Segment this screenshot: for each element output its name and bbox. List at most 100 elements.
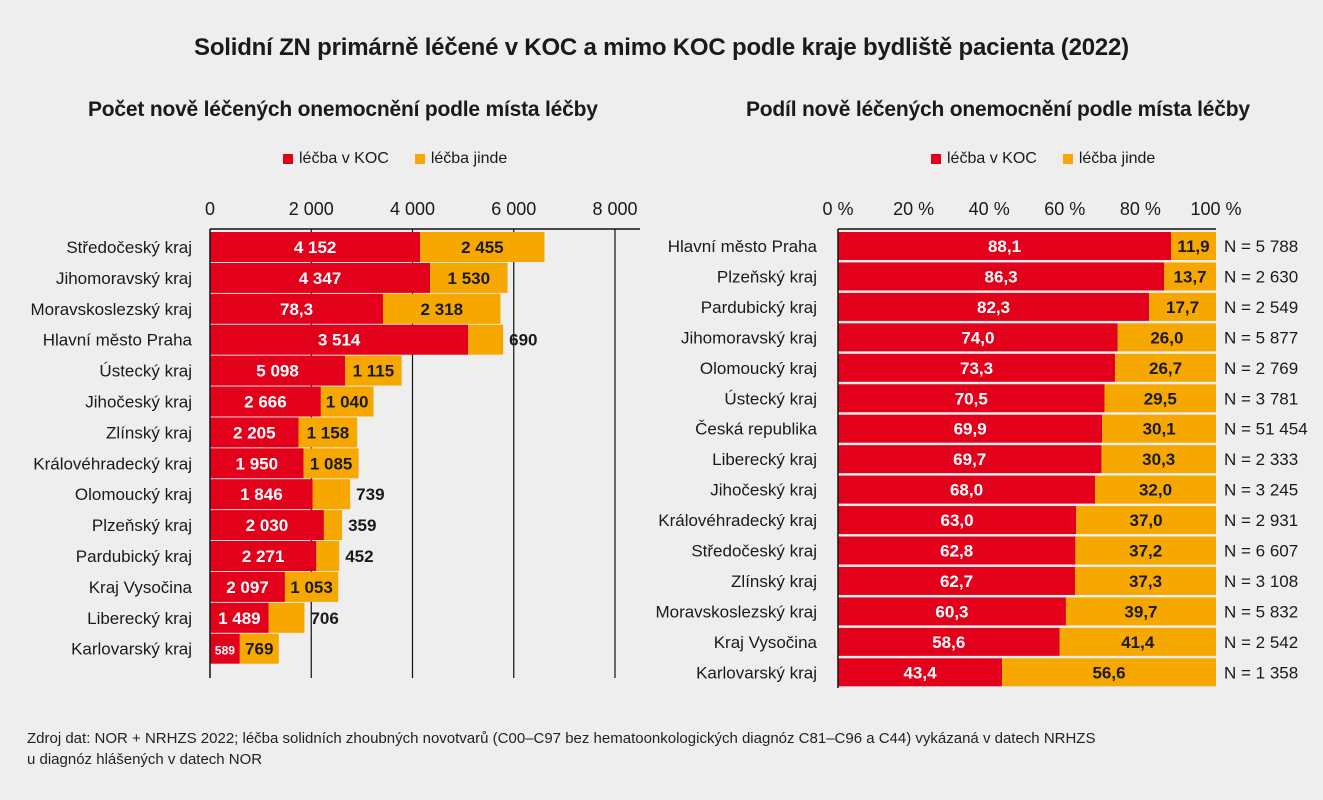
x-tick-label: 20 % <box>893 199 934 219</box>
data-label-jinde: 29,5 <box>1144 389 1177 408</box>
legend-swatch-jinde <box>414 154 425 164</box>
data-label-koc: 88,1 <box>988 237 1021 256</box>
bar-jinde <box>268 602 305 633</box>
bar-jinde <box>239 633 279 664</box>
bar-jinde <box>345 355 402 386</box>
bar-jinde <box>1065 597 1216 626</box>
data-label-jinde: 1 115 <box>353 362 395 381</box>
data-label-jinde: 13,7 <box>1174 267 1207 286</box>
category-label: Středočeský kraj <box>691 542 817 561</box>
bar-jinde <box>1059 627 1216 656</box>
data-label-jinde: 739 <box>356 485 384 504</box>
category-label: Kraj Vysočina <box>89 578 193 597</box>
data-label-koc: 1 489 <box>218 609 261 628</box>
total-label: N = 5 832 <box>1224 602 1298 621</box>
bar-jinde <box>1075 536 1216 565</box>
category-label: Plzeňský kraj <box>92 516 192 535</box>
data-label-jinde: 706 <box>310 609 338 628</box>
data-label-koc: 2 097 <box>226 578 269 597</box>
data-label-koc: 69,9 <box>954 420 987 439</box>
category-label: Kraj Vysočina <box>714 633 818 652</box>
data-label-jinde: 1 053 <box>290 578 333 597</box>
bar-koc <box>838 445 1102 474</box>
category-label: Jihomoravský kraj <box>681 328 817 347</box>
data-label-jinde: 2 318 <box>421 300 464 319</box>
category-label: Karlovarský kraj <box>696 663 817 682</box>
data-label-jinde: 30,3 <box>1142 450 1175 469</box>
total-label: N = 3 245 <box>1224 481 1298 500</box>
bar-koc <box>838 536 1076 565</box>
bar-jinde <box>1075 566 1216 595</box>
data-label-jinde: 1 085 <box>310 454 353 473</box>
bar-jinde <box>1117 323 1216 352</box>
category-label: Olomoucký kraj <box>700 359 817 378</box>
bar-koc <box>210 448 304 479</box>
legend-item-koc: léčba v KOC <box>931 150 1037 168</box>
x-tick-label: 0 <box>205 199 215 219</box>
total-label: N = 2 769 <box>1224 359 1298 378</box>
data-label-koc: 63,0 <box>941 511 974 530</box>
chart-title: Solidní ZN primárně léčené v KOC a mimo … <box>194 34 1129 61</box>
data-label-koc: 60,3 <box>935 602 968 621</box>
bar-koc <box>838 627 1060 656</box>
data-label-koc: 4 152 <box>294 238 337 257</box>
x-tick-label: 6 000 <box>491 199 536 219</box>
data-label-koc: 5 098 <box>256 362 299 381</box>
category-label: Královéhradecký kraj <box>658 511 817 530</box>
category-label: Hlavní město Praha <box>43 331 193 350</box>
left-chart-subtitle: Počet nově léčených onemocnění podle mís… <box>88 98 598 121</box>
data-label-jinde: 26,7 <box>1149 359 1182 378</box>
data-label-jinde: 2 455 <box>461 238 504 257</box>
data-label-koc: 1 846 <box>240 485 283 504</box>
total-label: N = 5 877 <box>1224 328 1298 347</box>
total-label: N = 51 454 <box>1224 420 1308 439</box>
bar-koc <box>838 262 1165 291</box>
bar-koc <box>838 506 1077 535</box>
bar-jinde <box>1101 445 1216 474</box>
data-label-jinde: 769 <box>245 640 273 659</box>
bar-koc <box>210 293 384 324</box>
bar-koc <box>838 292 1150 321</box>
bar-jinde <box>316 541 340 571</box>
x-tick-label: 4 000 <box>390 199 435 219</box>
bar-koc <box>210 386 321 417</box>
legend-item-koc: léčba v KOC <box>283 150 389 168</box>
bar-jinde <box>1149 292 1216 321</box>
data-label-koc: 1 950 <box>236 454 279 473</box>
category-label: Ústecký kraj <box>724 389 817 408</box>
data-label-koc: 86,3 <box>985 267 1018 286</box>
footnote-line-2: u diagnóz hlášených v datech NOR <box>27 751 263 768</box>
bar-jinde <box>1102 414 1216 443</box>
data-label-koc: 58,6 <box>932 633 965 652</box>
data-label-koc: 4 347 <box>299 269 342 288</box>
bar-koc <box>210 417 299 448</box>
category-label: Hlavní město Praha <box>668 237 818 256</box>
bar-koc <box>210 232 421 262</box>
bar-jinde <box>1164 262 1216 291</box>
bar-jinde <box>468 324 504 355</box>
data-label-jinde: 1 040 <box>326 393 369 412</box>
data-label-jinde: 11,9 <box>1177 237 1209 256</box>
data-label-jinde: 1 530 <box>448 269 491 288</box>
right-chart-subtitle: Podíl nově léčených onemocnění podle mís… <box>746 98 1250 121</box>
data-label-koc: 3 514 <box>318 331 361 350</box>
data-label-koc: 2 666 <box>244 393 287 412</box>
x-tick-label: 8 000 <box>592 199 637 219</box>
legend-label-koc: léčba v KOC <box>299 150 389 167</box>
bar-koc <box>838 384 1105 413</box>
bar-jinde <box>298 417 358 448</box>
bar-jinde <box>284 571 339 602</box>
data-label-jinde: 26,0 <box>1150 328 1183 347</box>
bar-koc <box>210 571 285 602</box>
bar-koc <box>210 355 346 386</box>
data-label-koc: 69,7 <box>953 450 986 469</box>
total-label: N = 3 108 <box>1224 572 1298 591</box>
category-label: Karlovarský kraj <box>71 640 192 659</box>
total-label: N = 5 788 <box>1224 237 1298 256</box>
category-label: Moravskoslezský kraj <box>655 602 817 621</box>
bar-koc <box>210 479 313 510</box>
data-label-jinde: 359 <box>348 516 376 535</box>
data-label-koc: 68,0 <box>950 481 983 500</box>
legend-label-koc: léčba v KOC <box>947 150 1037 167</box>
